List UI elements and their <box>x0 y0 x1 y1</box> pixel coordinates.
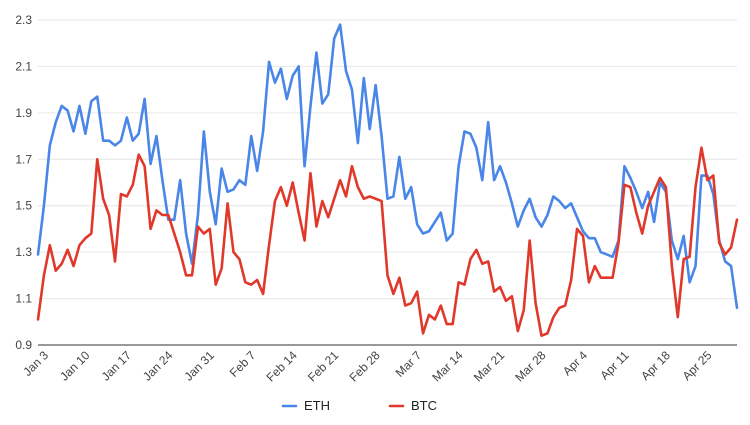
x-tick-label: Apr 11 <box>597 348 632 383</box>
x-tick-label: Feb 28 <box>346 348 383 385</box>
legend-label: BTC <box>411 398 437 413</box>
x-tick-label: Mar 28 <box>512 348 549 385</box>
y-tick-label: 1.1 <box>15 292 32 306</box>
series-lines <box>36 23 739 338</box>
x-tick-label: Apr 18 <box>638 348 673 383</box>
y-tick-label: 1.7 <box>15 152 32 166</box>
y-axis-tick-labels: 0.9 1.1 1.3 1.5 1.7 1.9 2.1 2.3 <box>15 13 32 352</box>
x-tick-label: Jan 17 <box>99 348 135 384</box>
x-tick-label: Jan 10 <box>57 348 93 384</box>
legend-item-btc: BTC <box>388 398 437 413</box>
x-tick-label: Jan 31 <box>182 348 218 384</box>
y-tick-label: 2.1 <box>15 59 32 73</box>
y-tick-label: 0.9 <box>15 338 32 352</box>
x-tick-label: Jan 3 <box>20 348 51 379</box>
x-tick-label: Feb 7 <box>227 348 259 380</box>
x-axis-tick-labels: Jan 3 Jan 10 Jan 17 Jan 24 Jan 31 Feb 7 Feb 14… <box>20 348 714 385</box>
gridlines <box>38 19 737 300</box>
legend-label: ETH <box>304 398 330 413</box>
x-tick-label: Mar 14 <box>429 348 466 385</box>
x-tick-label: Apr 4 <box>560 348 590 378</box>
y-tick-label: 2.3 <box>15 13 32 27</box>
y-tick-label: 1.9 <box>15 106 32 120</box>
x-tick-label: Mar 21 <box>471 348 508 385</box>
y-tick-label: 1.3 <box>15 245 32 259</box>
x-tick-label: Feb 21 <box>305 348 342 385</box>
x-tick-label: Apr 25 <box>680 348 715 383</box>
x-tick-label: Mar 7 <box>393 348 425 380</box>
legend: ETH BTC <box>281 398 437 413</box>
legend-item-eth: ETH <box>281 398 330 413</box>
x-tick-label: Feb 14 <box>264 348 301 385</box>
y-tick-label: 1.5 <box>15 199 32 213</box>
x-tick-label: Jan 24 <box>140 348 176 384</box>
series-line-btc <box>36 146 739 338</box>
